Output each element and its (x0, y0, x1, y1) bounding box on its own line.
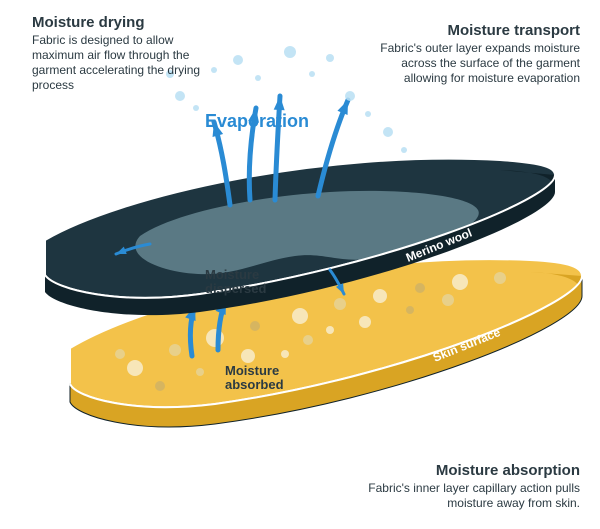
callout-drying: Moisture drying Fabric is designed to al… (32, 14, 227, 93)
skin-dot (250, 321, 260, 331)
skin-dot (206, 329, 224, 347)
skin-dot (196, 368, 204, 376)
skin-dot (115, 349, 125, 359)
skin-dot (373, 289, 387, 303)
skin-dot (303, 335, 313, 345)
skin-dot (452, 274, 468, 290)
skin-dot (155, 381, 165, 391)
skin-dot (494, 272, 506, 284)
skin-dot (241, 349, 255, 363)
label-dispersed: Moisture dispersed (205, 268, 266, 297)
skin-dot (334, 298, 346, 310)
callout-transport-body: Fabric's outer layer expands moisture ac… (370, 41, 580, 86)
callout-absorption-body: Fabric's inner layer capillary action pu… (360, 481, 580, 511)
skin-dot (442, 294, 454, 306)
skin-dot (406, 306, 414, 314)
callout-absorption: Moisture absorption Fabric's inner layer… (360, 462, 580, 511)
skin-dot (359, 316, 371, 328)
skin-dot (127, 360, 143, 376)
skin-dot (415, 283, 425, 293)
skin-dot (326, 326, 334, 334)
callout-transport: Moisture transport Fabric's outer layer … (370, 22, 580, 86)
callout-drying-title: Moisture drying (32, 14, 227, 33)
skin-dot (292, 308, 308, 324)
callout-drying-body: Fabric is designed to allow maximum air … (32, 33, 227, 93)
diagram-canvas: Skin surfaceMerino wool Moisture drying … (0, 0, 600, 529)
skin-dot (281, 350, 289, 358)
label-evaporation: Evaporation (205, 112, 309, 132)
label-absorbed: Moisture absorbed (225, 364, 284, 393)
callout-absorption-title: Moisture absorption (360, 462, 580, 481)
skin-dot (169, 344, 181, 356)
callout-transport-title: Moisture transport (370, 22, 580, 41)
